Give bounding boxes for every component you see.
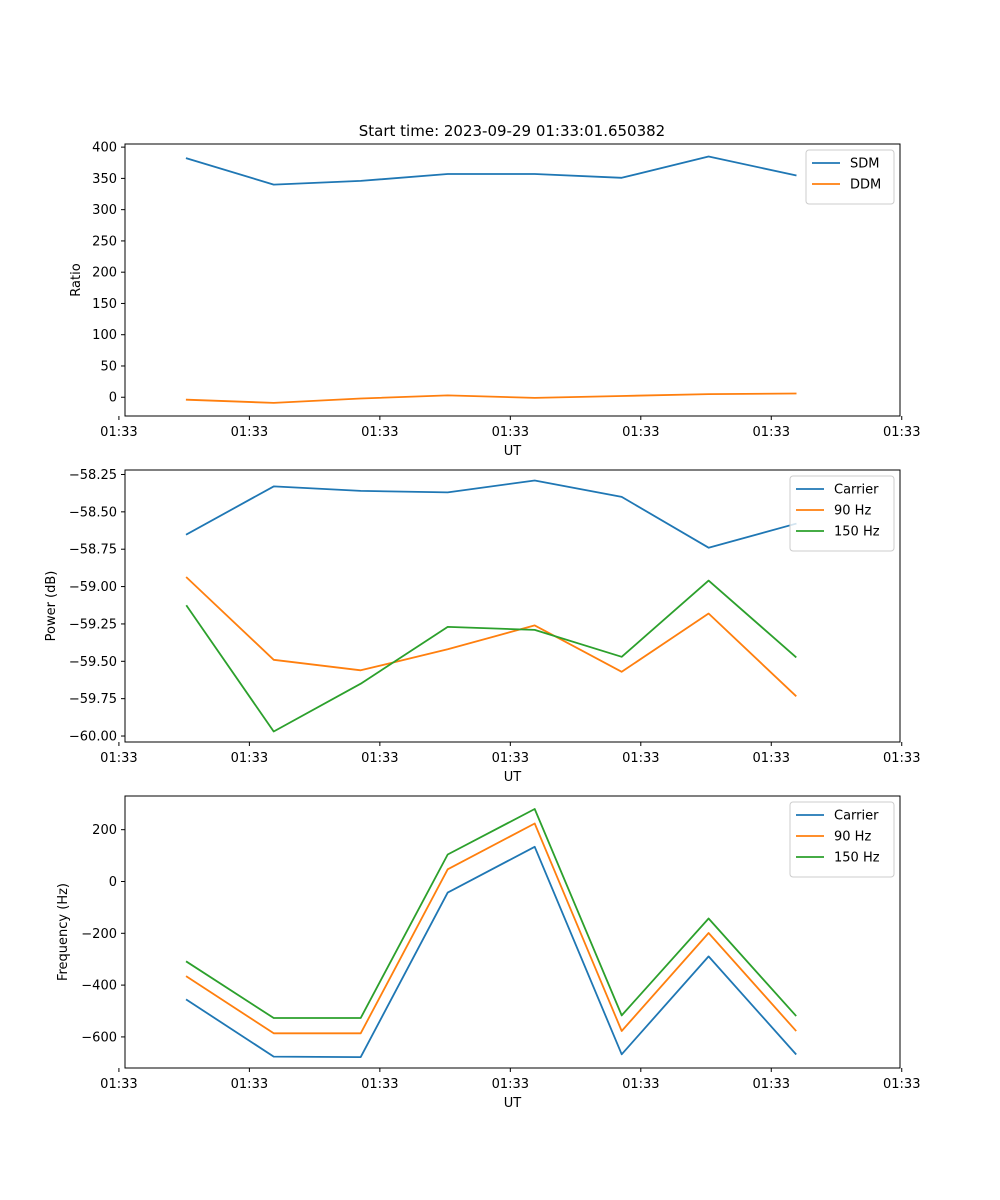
- legend: Carrier 90 Hz 150 Hz: [789, 801, 895, 878]
- y-tick-label: 200: [92, 266, 117, 281]
- x-tick-label: 01:33: [100, 1077, 137, 1092]
- x-axis-label: UT: [504, 770, 522, 785]
- subplot-2: 01:33 01:33 01:33 01:33 01:33 01:33 01:33 −60.0…: [44, 468, 920, 785]
- x-axis-label: UT: [504, 1096, 522, 1111]
- y-tick-label: −59.50: [69, 655, 117, 670]
- y-tick-label: −400: [81, 979, 117, 994]
- legend-label: Carrier: [834, 483, 879, 498]
- series-line-150-hz: [185, 579, 797, 733]
- axes-frame: [124, 143, 901, 417]
- y-tick-label: −60.00: [69, 730, 117, 745]
- subplot-1: 01:33 01:33 01:33 01:33 01:33 01:33 01:33 0 50 10…: [69, 141, 920, 459]
- x-axis-label: UT: [504, 444, 522, 459]
- series-line-carrier: [185, 845, 797, 1058]
- legend-label: DDM: [850, 178, 881, 193]
- legend-label: 90 Hz: [834, 504, 871, 519]
- x-tick-label: 01:33: [492, 751, 529, 766]
- y-tick-label: 50: [100, 359, 117, 374]
- x-tick-label: 01:33: [753, 751, 790, 766]
- y-tick-label: 200: [92, 823, 117, 838]
- series-line-150-hz: [185, 808, 797, 1019]
- x-tick-label: 01:33: [100, 751, 137, 766]
- series-line-carrier: [185, 479, 797, 549]
- y-tick-label: −59.00: [69, 580, 117, 595]
- series-line-90-hz: [185, 822, 797, 1035]
- x-tick-label: 01:33: [753, 1077, 790, 1092]
- y-tick-label: −59.25: [69, 617, 117, 632]
- x-tick-label: 01:33: [361, 425, 398, 440]
- legend-box: [789, 475, 895, 552]
- legend: SDM DDM: [805, 149, 895, 205]
- x-tick-label: 01:33: [361, 751, 398, 766]
- x-tick-label: 01:33: [622, 1077, 659, 1092]
- y-tick-label: 400: [92, 141, 117, 156]
- legend-label: 150 Hz: [834, 525, 880, 540]
- axes-frame: [124, 795, 901, 1069]
- y-tick-label: 350: [92, 172, 117, 187]
- y-tick-label: −58.75: [69, 543, 117, 558]
- legend-label: SDM: [850, 157, 879, 172]
- y-tick-label: −58.50: [69, 505, 117, 520]
- x-tick-label: 01:33: [753, 425, 790, 440]
- subplots: 01:33 01:33 01:33 01:33 01:33 01:33 01:33 0 50 10…: [44, 141, 920, 1111]
- x-tick-label: 01:33: [883, 1077, 920, 1092]
- x-tick-label: 01:33: [361, 1077, 398, 1092]
- legend-label: 150 Hz: [834, 851, 880, 866]
- x-tick-label: 01:33: [231, 1077, 268, 1092]
- x-tick-label: 01:33: [100, 425, 137, 440]
- legend-label: Carrier: [834, 809, 879, 824]
- y-axis-label: Power (dB): [44, 571, 59, 642]
- x-tick-label: 01:33: [883, 425, 920, 440]
- x-tick-label: 01:33: [231, 751, 268, 766]
- y-tick-label: 150: [92, 297, 117, 312]
- y-tick-label: −600: [81, 1030, 117, 1045]
- series-line-90-hz: [185, 576, 797, 697]
- x-tick-label: 01:33: [883, 751, 920, 766]
- y-tick-label: −200: [81, 927, 117, 942]
- figure-title: Start time: 2023-09-29 01:33:01.650382: [359, 122, 665, 140]
- x-tick-label: 01:33: [622, 751, 659, 766]
- legend-box: [789, 801, 895, 878]
- axes-frame: [124, 469, 901, 743]
- y-tick-label: 0: [109, 875, 117, 890]
- legend: Carrier 90 Hz 150 Hz: [789, 475, 895, 552]
- x-tick-label: 01:33: [622, 425, 659, 440]
- y-tick-label: −58.25: [69, 468, 117, 483]
- subplot-3: 01:33 01:33 01:33 01:33 01:33 01:33 01:33 −600 −…: [56, 795, 920, 1111]
- y-tick-label: 250: [92, 234, 117, 249]
- y-tick-label: 100: [92, 328, 117, 343]
- x-tick-label: 01:33: [231, 425, 268, 440]
- y-tick-label: 300: [92, 203, 117, 218]
- y-axis-label: Frequency (Hz): [56, 883, 71, 981]
- y-axis-label: Ratio: [69, 263, 84, 296]
- y-tick-label: 0: [109, 391, 117, 406]
- series-line-ddm: [185, 392, 797, 404]
- y-tick-label: −59.75: [69, 692, 117, 707]
- x-tick-label: 01:33: [492, 1077, 529, 1092]
- legend-label: 90 Hz: [834, 830, 871, 845]
- x-tick-label: 01:33: [492, 425, 529, 440]
- series-line-sdm: [185, 155, 797, 186]
